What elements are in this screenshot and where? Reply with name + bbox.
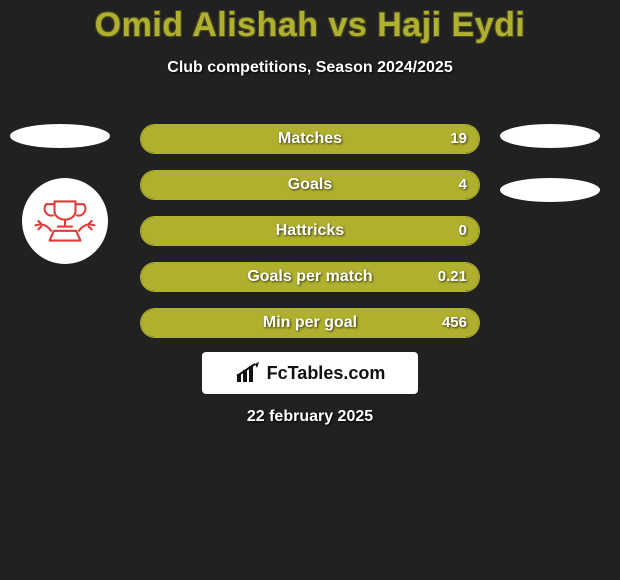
stat-bar-label: Hattricks	[141, 217, 479, 245]
stat-bar-label: Goals	[141, 171, 479, 199]
stat-bar: Goals4	[140, 170, 480, 200]
stat-bar: Goals per match0.21	[140, 262, 480, 292]
stat-bar-label: Matches	[141, 125, 479, 153]
stat-bar-value: 0	[459, 217, 467, 245]
stat-bar: Matches19	[140, 124, 480, 154]
stat-bar-value: 4	[459, 171, 467, 199]
stat-bar-value: 0.21	[438, 263, 467, 291]
brand-text: FcTables.com	[267, 363, 386, 384]
player-right-placeholder-2	[500, 178, 600, 202]
player-right-placeholder-1	[500, 124, 600, 148]
stat-bar-label: Goals per match	[141, 263, 479, 291]
trophy-icon	[30, 193, 100, 249]
stat-bar: Min per goal456	[140, 308, 480, 338]
page-title: Omid Alishah vs Haji Eydi	[0, 0, 620, 45]
brand-bars-icon	[235, 362, 261, 384]
player-left-placeholder	[10, 124, 110, 148]
date-line: 22 february 2025	[0, 408, 620, 426]
brand-box: FcTables.com	[202, 352, 418, 394]
club-badge	[22, 178, 108, 264]
stats-bars: Matches19 Goals4 Hattricks0 Goals per match…	[140, 124, 480, 354]
subtitle: Club competitions, Season 2024/2025	[0, 59, 620, 77]
stat-bar-value: 19	[450, 125, 467, 153]
stat-bar-value: 456	[442, 309, 467, 337]
stat-bar: Hattricks0	[140, 216, 480, 246]
stat-bar-label: Min per goal	[141, 309, 479, 337]
